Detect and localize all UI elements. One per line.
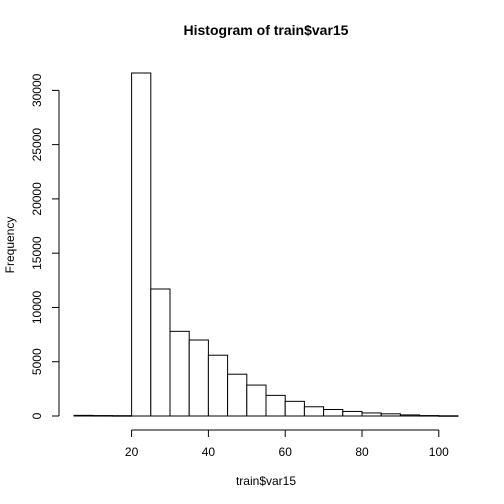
x-axis: 20 40 60 80 100: [125, 429, 449, 459]
histogram-bar-17: [399, 414, 421, 417]
histogram-bar-10: [265, 394, 286, 417]
y-tick-label-3: 15000: [30, 236, 44, 270]
histogram-bar-0: [73, 414, 94, 417]
histogram-bar-3: [131, 72, 152, 417]
x-tick-label-1: 40: [202, 445, 216, 459]
histogram-bar-19: [438, 415, 459, 417]
histogram-bar-7: [207, 354, 229, 417]
histogram-bar-2: [111, 415, 133, 417]
x-tick-label-2: 60: [279, 445, 293, 459]
histogram-bar-6: [188, 339, 209, 417]
y-tick-label-6: 30000: [30, 73, 44, 107]
histogram-bar-16: [380, 413, 401, 417]
histogram-bar-13: [323, 408, 344, 417]
x-tick-label-4: 100: [429, 445, 449, 459]
x-tick-label-0: 20: [125, 445, 139, 459]
bars-group: [73, 72, 459, 417]
histogram-bar-15: [361, 412, 382, 417]
chart-title: Histogram of train$var15: [184, 22, 349, 38]
histogram-bar-12: [303, 406, 325, 417]
histogram-bar-8: [227, 373, 248, 417]
y-tick-label-1: 5000: [30, 348, 44, 375]
y-axis-label: Frequency: [3, 217, 17, 274]
histogram-bar-14: [342, 410, 363, 417]
histogram-bar-18: [419, 415, 440, 417]
y-tick-label-5: 25000: [30, 128, 44, 162]
y-tick-label-2: 10000: [30, 290, 44, 324]
histogram-bar-9: [246, 384, 267, 417]
histogram-bar-5: [169, 330, 190, 417]
x-tick-label-3: 80: [355, 445, 369, 459]
y-tick-label-0: 0: [30, 412, 44, 419]
histogram-bar-4: [150, 288, 171, 417]
x-axis-label: train$var15: [236, 474, 296, 488]
histogram-bar-11: [284, 400, 305, 417]
histogram-bar-1: [92, 415, 113, 417]
y-tick-label-4: 20000: [30, 182, 44, 216]
y-axis: 0 5000 10000 15000 20000 25000 30000: [30, 73, 60, 419]
